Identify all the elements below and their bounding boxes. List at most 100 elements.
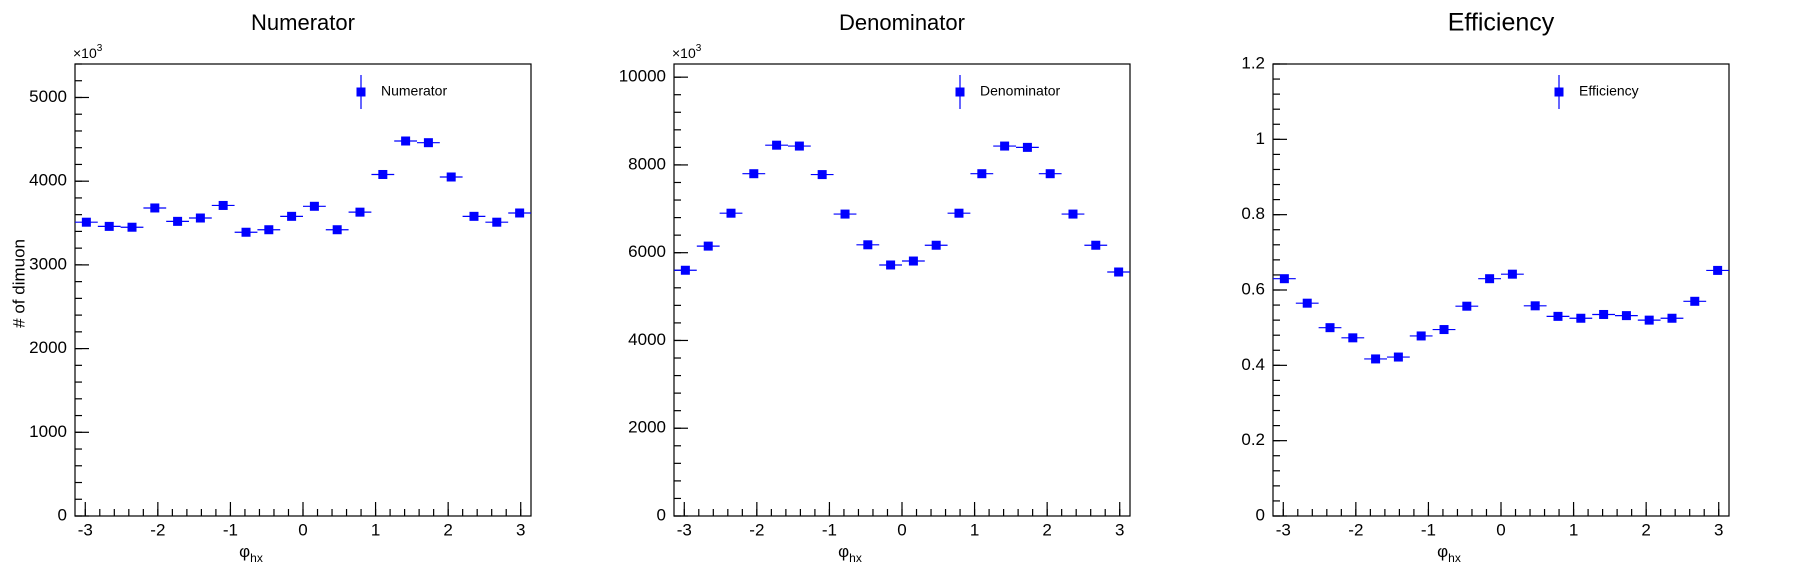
y-tick-label: 0.4 xyxy=(1241,355,1265,374)
x-tick-label: -3 xyxy=(78,520,93,539)
data-point xyxy=(1325,323,1335,333)
data-point xyxy=(287,211,297,221)
data-point xyxy=(817,170,827,180)
x-tick-label: 0 xyxy=(298,520,307,539)
data-point xyxy=(241,227,251,237)
data-point xyxy=(446,172,456,182)
y-tick-label: 0.2 xyxy=(1241,430,1265,449)
x-tick-label: -2 xyxy=(749,520,764,539)
data-point xyxy=(1485,274,1495,284)
x-label-sub: hx xyxy=(1448,551,1461,565)
y-axis-label: # of dimuon xyxy=(9,239,28,328)
x-axis-label: φhx xyxy=(1437,542,1461,565)
x-tick-label: 1 xyxy=(371,520,380,539)
y-tick-label: 8000 xyxy=(628,154,666,173)
data-point xyxy=(1416,331,1426,341)
chart-title: Denominator xyxy=(839,10,965,35)
data-point xyxy=(794,141,804,151)
x-tick-label: 1 xyxy=(970,520,979,539)
data-point xyxy=(931,240,941,250)
y-multiplier-base: ×10 xyxy=(672,45,696,61)
y-tick-label: 5000 xyxy=(29,87,67,106)
y-multiplier-exp: 3 xyxy=(97,43,103,54)
x-tick-label: 2 xyxy=(1042,520,1051,539)
data-point xyxy=(1576,313,1586,323)
legend-label: Denominator xyxy=(980,83,1060,99)
legend-label: Numerator xyxy=(381,83,447,99)
y-tick-label: 10000 xyxy=(619,67,666,86)
y-multiplier-base: ×10 xyxy=(73,45,97,61)
data-point xyxy=(863,240,873,250)
data-point xyxy=(1530,301,1540,311)
x-tick-label: -1 xyxy=(822,520,837,539)
data-point xyxy=(1045,169,1055,179)
x-tick-label: 2 xyxy=(443,520,452,539)
plot-frame xyxy=(74,63,532,517)
data-point xyxy=(81,217,91,227)
y-tick-label: 2000 xyxy=(29,338,67,357)
x-tick-label: -2 xyxy=(1348,520,1363,539)
data-point xyxy=(1439,325,1449,335)
data-point xyxy=(1348,333,1358,343)
data-point xyxy=(1553,311,1563,321)
x-axis-label: φhx xyxy=(838,542,862,565)
legend-marker xyxy=(356,87,366,97)
data-point xyxy=(515,208,525,218)
x-tick-label: 3 xyxy=(1115,520,1124,539)
data-point xyxy=(886,260,896,270)
y-tick-label: 6000 xyxy=(628,242,666,261)
x-tick-label: -2 xyxy=(150,520,165,539)
x-label-symbol: φ xyxy=(239,542,250,561)
x-tick-label: 3 xyxy=(1714,520,1723,539)
x-axis-label: φhx xyxy=(239,542,263,565)
data-point xyxy=(401,136,411,146)
x-tick-label: 0 xyxy=(897,520,906,539)
data-point xyxy=(954,208,964,218)
y-multiplier: ×103 xyxy=(73,43,103,61)
data-point xyxy=(1022,142,1032,152)
plot-frame xyxy=(1272,63,1730,517)
y-tick-label: 1.2 xyxy=(1241,53,1265,72)
data-point xyxy=(332,225,342,235)
data-point xyxy=(1462,301,1472,311)
data-point xyxy=(355,207,365,217)
data-point xyxy=(1279,274,1289,284)
y-tick-label: 1 xyxy=(1256,129,1265,148)
data-point xyxy=(680,265,690,275)
data-point xyxy=(1393,352,1403,362)
data-point xyxy=(1667,313,1677,323)
legend-label: Efficiency xyxy=(1579,83,1639,99)
data-point xyxy=(378,169,388,179)
data-point xyxy=(1599,309,1609,319)
data-point xyxy=(218,200,228,210)
data-point xyxy=(127,222,137,232)
data-point xyxy=(173,216,183,226)
x-label-sub: hx xyxy=(849,551,862,565)
data-point xyxy=(772,140,782,150)
y-multiplier: ×103 xyxy=(672,43,702,61)
data-point xyxy=(726,208,736,218)
data-point xyxy=(1302,298,1312,308)
legend-marker xyxy=(955,87,965,97)
y-tick-label: 0 xyxy=(1256,505,1265,524)
data-point xyxy=(150,203,160,213)
data-point xyxy=(908,256,918,266)
y-tick-label: 0.6 xyxy=(1241,279,1265,298)
y-tick-label: 4000 xyxy=(29,171,67,190)
x-tick-label: 3 xyxy=(516,520,525,539)
data-point xyxy=(1713,265,1723,275)
data-point xyxy=(1000,141,1010,151)
data-point xyxy=(1690,296,1700,306)
y-tick-label: 1000 xyxy=(29,422,67,441)
data-point xyxy=(1644,315,1654,325)
legend-marker xyxy=(1554,87,1564,97)
y-tick-label: 0 xyxy=(657,505,666,524)
data-point xyxy=(104,221,114,231)
data-point xyxy=(1114,267,1124,277)
plot-frame xyxy=(673,63,1131,517)
x-tick-label: -3 xyxy=(1276,520,1291,539)
data-point xyxy=(264,225,274,235)
x-label-symbol: φ xyxy=(1437,542,1448,561)
data-point xyxy=(195,213,205,223)
x-tick-label: -3 xyxy=(677,520,692,539)
